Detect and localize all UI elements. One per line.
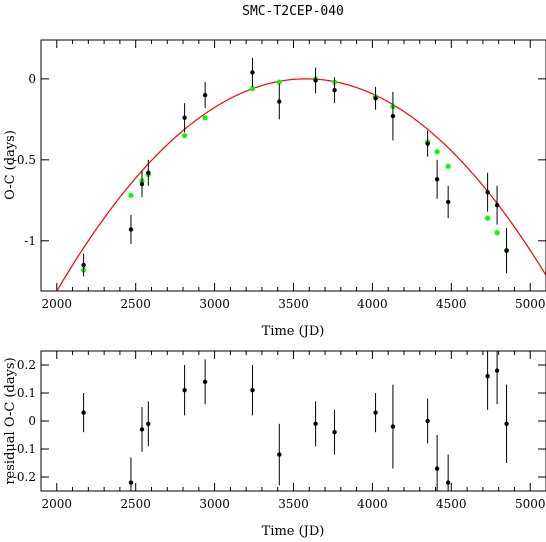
model-point — [494, 230, 500, 236]
residual-point — [445, 480, 451, 485]
observed-point — [485, 190, 490, 195]
residual-x-tick-label: 3500 — [278, 497, 309, 511]
oc-x-tick-label: 4000 — [357, 297, 388, 311]
residual-point — [277, 452, 282, 457]
residual-point — [390, 424, 396, 429]
observed-point — [390, 113, 396, 119]
observed-point — [139, 181, 145, 187]
residual-point — [494, 368, 500, 373]
residual-point — [139, 427, 145, 432]
observed-point — [425, 141, 430, 146]
residual-point — [202, 379, 208, 384]
observed-point — [146, 170, 151, 175]
residual-panel-frame — [40, 350, 546, 492]
observed-point — [494, 202, 500, 208]
residual-y-axis-label: residual O-C (days) — [3, 357, 18, 484]
residual-x-tick-label: 4500 — [436, 497, 467, 511]
observed-point — [504, 248, 509, 253]
chart-title: SMC-T2CEP-040 — [242, 4, 344, 19]
observed-points-layer — [81, 57, 509, 277]
observed-point — [182, 115, 187, 120]
residual-x-axis-label: Time (JD) — [262, 524, 325, 539]
residual-point — [485, 374, 490, 379]
residual-y-tick-label: -0.1 — [13, 442, 36, 456]
residual-point — [313, 421, 318, 426]
residual-point — [250, 388, 255, 393]
model-point — [434, 149, 440, 155]
residual-x-tick-label: 2500 — [120, 497, 151, 511]
observed-point — [445, 199, 451, 205]
model-point — [445, 163, 451, 169]
residual-point — [128, 480, 134, 485]
oc-x-tick-label: 4500 — [436, 297, 467, 311]
oc-x-tick-label: 2500 — [120, 297, 151, 311]
oc-y-tick-label: -0.5 — [13, 153, 36, 167]
residual-point — [504, 421, 509, 426]
observed-point — [277, 99, 282, 104]
observed-point — [202, 92, 208, 98]
residual-point — [434, 466, 440, 471]
observed-point — [434, 177, 440, 182]
observed-point — [81, 262, 86, 268]
residual-point — [182, 388, 187, 393]
residual-x-tick-label: 2000 — [42, 497, 73, 511]
model-point — [128, 192, 134, 199]
residual-x-tick-label: 4000 — [357, 497, 388, 511]
model-point — [249, 85, 256, 92]
residual-point — [425, 418, 430, 424]
oc-x-axis-label: Time (JD) — [262, 324, 325, 339]
residual-y-tick-label: 0.2 — [17, 358, 36, 372]
residual-y-tick-label: 0.1 — [17, 386, 36, 400]
model-point — [485, 215, 491, 221]
residual-x-tick-label: 5000 — [515, 497, 546, 511]
oc-y-tick-label: -1 — [24, 234, 36, 248]
fit-curve-layer — [56, 78, 546, 291]
residual-x-tick-label: 3000 — [199, 497, 230, 511]
model-point — [276, 79, 282, 85]
residual-panel: 2000 2500 3000 3500 4000 4500 5000 0.2 0.1 0 -0.1 -… — [3, 350, 546, 539]
residual-points-layer — [81, 351, 509, 491]
residual-point — [332, 430, 337, 435]
residual-point — [81, 410, 86, 415]
residual-point — [146, 421, 151, 426]
oc-panel: 2000 2500 3000 3500 4000 4500 5000 0 -0.5 -1 Time… — [3, 39, 546, 339]
oc-x-tick-label: 3500 — [278, 297, 309, 311]
model-points-layer — [81, 76, 510, 273]
residual-y-tick-label: -0.2 — [13, 470, 36, 484]
observed-point — [332, 88, 337, 93]
residual-point — [373, 410, 378, 415]
oc-x-tick-label: 3000 — [199, 297, 230, 311]
observed-point — [250, 70, 255, 75]
fit-curve — [56, 78, 546, 291]
oc-x-tick-label: 2000 — [42, 297, 73, 311]
observed-point — [373, 96, 378, 101]
residual-y-tick-label: 0 — [28, 414, 36, 428]
observed-point — [313, 78, 318, 83]
oc-axes: 2000 2500 3000 3500 4000 4500 5000 0 -0.5 -1 — [13, 40, 546, 311]
model-point — [202, 115, 208, 121]
oc-panel-frame — [40, 39, 546, 292]
oc-y-tick-label: 0 — [28, 72, 36, 86]
oc-y-axis-label: O-C (days) — [3, 130, 18, 200]
model-point — [182, 132, 188, 139]
oc-x-tick-label: 5000 — [515, 297, 546, 311]
observed-point — [128, 227, 134, 232]
